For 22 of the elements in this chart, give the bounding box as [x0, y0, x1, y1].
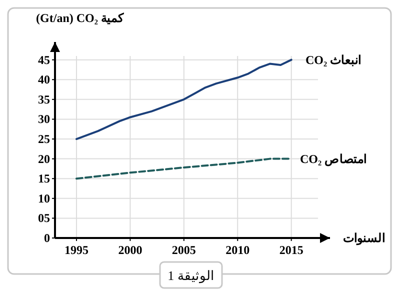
x-tick-label: 2005 — [172, 243, 196, 257]
y-tick-label: 25 — [38, 132, 50, 146]
y-tick-label: 0 — [44, 231, 50, 245]
x-tick-label: 1995 — [64, 243, 88, 257]
y-tick-label: 15 — [38, 172, 50, 186]
series-label: انبعاث CO₂ — [306, 52, 362, 67]
y-axis-title: (Gt/an) CO₂ كمية — [36, 11, 124, 25]
line-series — [75, 58, 292, 140]
y-tick-label: 20 — [38, 152, 50, 166]
x-tick-label: 2015 — [279, 243, 304, 257]
y-tick-label: 40 — [38, 72, 50, 87]
y-tick-label: 05 — [38, 211, 50, 226]
text: الوثيقة 1 — [168, 268, 214, 284]
y-tick-label: 10 — [38, 191, 50, 206]
x-tick-label: 2000 — [118, 243, 142, 257]
x-axis-title: السنوات — [343, 231, 385, 246]
series-label: امتصاص CO₂ — [300, 152, 367, 167]
x-tick-label: 2010 — [226, 243, 250, 257]
y-tick-label: 35 — [38, 92, 50, 106]
y-tick-label: 30 — [38, 112, 50, 126]
y-tick-label: 45 — [38, 52, 50, 67]
line-series — [75, 158, 292, 180]
